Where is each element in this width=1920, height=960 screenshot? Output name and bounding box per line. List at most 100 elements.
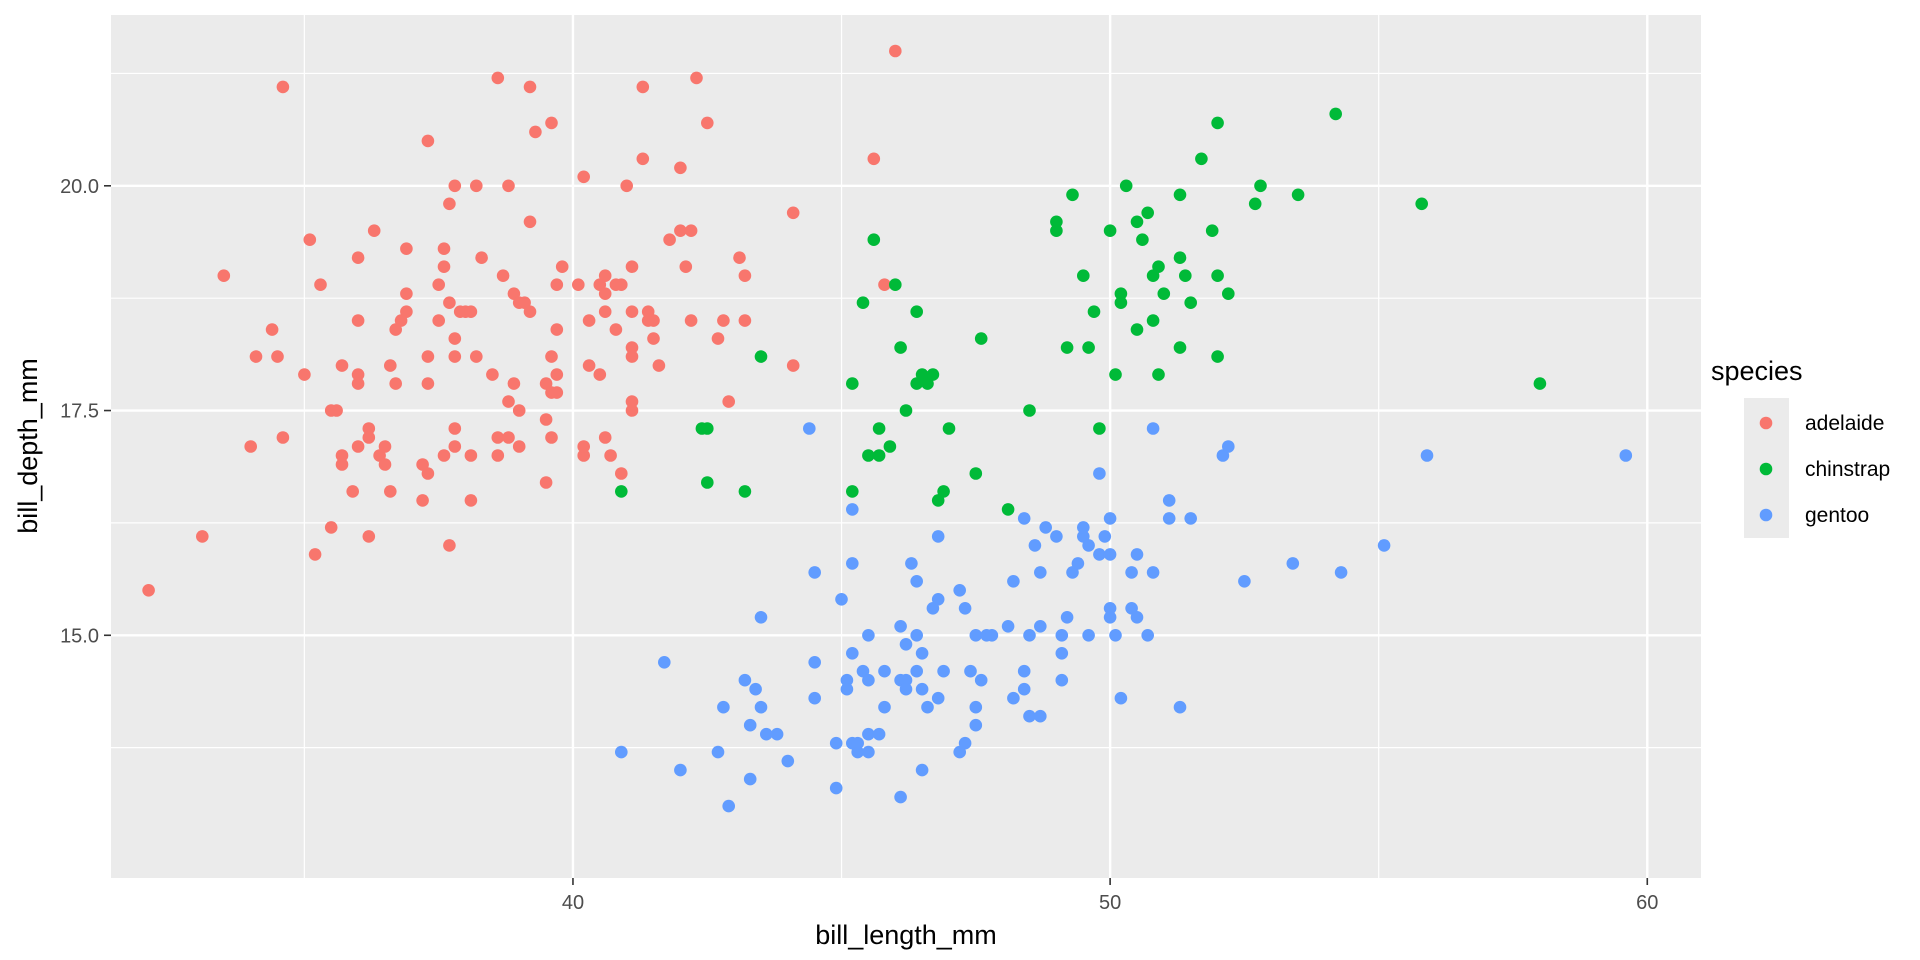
data-point xyxy=(679,260,693,274)
data-point xyxy=(862,727,875,741)
data-point xyxy=(523,305,537,319)
data-point xyxy=(1136,233,1149,246)
data-point xyxy=(958,602,972,615)
plot-panel xyxy=(111,15,1701,878)
data-point xyxy=(367,224,381,237)
data-point xyxy=(432,314,446,327)
data-point xyxy=(598,305,612,319)
x-axis-ticks: 40 50 60 xyxy=(562,878,1658,914)
data-point xyxy=(362,530,376,543)
data-point xyxy=(1103,548,1117,561)
data-point xyxy=(1060,341,1074,354)
data-point xyxy=(217,269,231,283)
y-axis-title: bill_depth_mm xyxy=(13,358,43,534)
data-point xyxy=(931,691,945,705)
data-point xyxy=(1060,611,1074,624)
data-point xyxy=(647,314,660,327)
data-point xyxy=(910,305,923,319)
data-point xyxy=(1130,215,1144,229)
data-point xyxy=(432,278,446,292)
data-point xyxy=(674,763,687,777)
data-point xyxy=(1098,530,1112,543)
data-point xyxy=(915,763,929,777)
data-point xyxy=(878,278,891,292)
data-point xyxy=(276,431,290,444)
data-point xyxy=(1162,494,1176,507)
data-point xyxy=(851,736,864,750)
data-point xyxy=(1248,197,1262,211)
data-point xyxy=(502,395,515,408)
legend-key-chinstrap xyxy=(1759,462,1773,476)
data-point xyxy=(1334,566,1348,579)
data-point xyxy=(829,736,843,750)
data-point xyxy=(738,314,752,327)
data-point xyxy=(760,727,773,741)
data-point xyxy=(867,233,881,246)
data-point xyxy=(271,350,284,363)
data-point xyxy=(1109,629,1122,642)
data-point xyxy=(1007,691,1020,705)
data-point xyxy=(1130,323,1144,336)
data-point xyxy=(335,449,349,462)
data-point xyxy=(491,71,505,85)
data-point xyxy=(1017,664,1031,678)
data-point xyxy=(577,440,590,453)
data-point xyxy=(658,656,671,669)
data-point xyxy=(894,790,907,804)
data-point xyxy=(1050,215,1063,229)
data-point xyxy=(1077,269,1090,283)
x-tick-label: 40 xyxy=(562,892,584,914)
legend: species adelaide chinstrap gentoo xyxy=(1711,356,1890,538)
data-point xyxy=(684,314,698,327)
y-tick-label: 20.0 xyxy=(60,176,99,198)
data-point xyxy=(1377,539,1391,552)
data-point xyxy=(1007,575,1020,588)
data-point xyxy=(754,350,768,363)
data-point xyxy=(470,350,483,363)
data-point xyxy=(717,700,730,714)
data-point xyxy=(931,530,945,543)
data-point xyxy=(1082,629,1095,642)
data-point xyxy=(1017,682,1031,696)
series-adelaide xyxy=(142,44,902,597)
data-point xyxy=(1050,530,1063,543)
data-point xyxy=(835,593,848,606)
data-point xyxy=(351,377,365,390)
data-point xyxy=(502,431,515,444)
data-point xyxy=(389,377,403,390)
data-point xyxy=(889,278,902,292)
data-point xyxy=(883,440,897,453)
data-point xyxy=(910,629,923,642)
data-point xyxy=(1152,260,1165,274)
data-point xyxy=(846,503,859,516)
data-point xyxy=(550,323,564,336)
data-point xyxy=(1146,422,1160,435)
data-point xyxy=(1093,467,1106,480)
data-point xyxy=(878,700,891,714)
data-point xyxy=(808,566,821,579)
data-point xyxy=(889,44,902,58)
data-point xyxy=(582,314,596,327)
legend-label-adelaide: adelaide xyxy=(1805,412,1884,435)
data-point xyxy=(872,727,886,741)
data-point xyxy=(846,557,859,570)
data-point xyxy=(894,620,907,633)
data-point xyxy=(1093,548,1106,561)
data-point xyxy=(421,467,435,480)
data-point xyxy=(351,251,365,264)
data-point xyxy=(1146,314,1160,327)
data-point xyxy=(384,485,397,498)
data-point xyxy=(786,206,800,220)
data-point xyxy=(577,170,590,184)
data-point xyxy=(378,440,392,453)
data-point xyxy=(974,332,988,345)
data-point xyxy=(335,359,349,372)
data-point xyxy=(1329,107,1342,121)
data-point xyxy=(846,647,859,660)
data-point xyxy=(351,440,365,453)
minor-gridlines xyxy=(111,15,1701,878)
data-point xyxy=(1184,512,1197,525)
data-point xyxy=(921,700,934,714)
data-point xyxy=(1028,539,1042,552)
